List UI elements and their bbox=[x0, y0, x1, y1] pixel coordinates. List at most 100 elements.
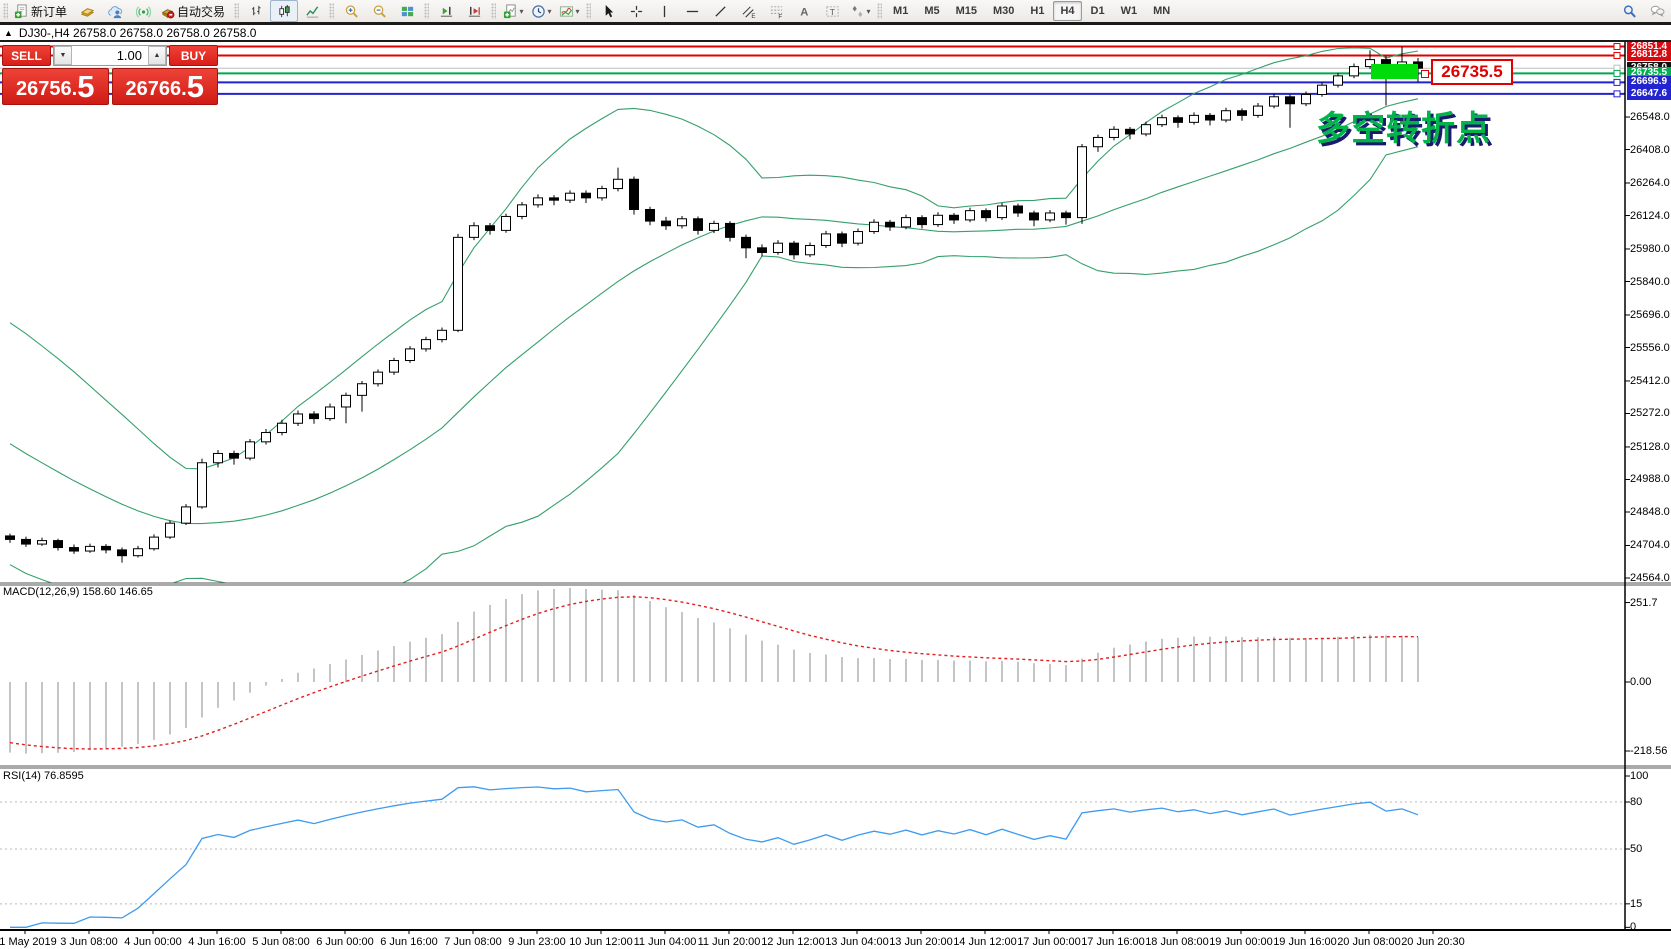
price-axis-label: 24848.0 bbox=[1630, 506, 1670, 518]
bollinger-lower-line[interactable] bbox=[9, 146, 1419, 605]
candle bbox=[709, 222, 719, 231]
dropdown-arrow-icon[interactable]: ▾ bbox=[519, 6, 524, 16]
candle bbox=[821, 233, 831, 246]
sell-price-panel[interactable]: 26756. 5 bbox=[2, 68, 109, 105]
price-axis-label: 26548.0 bbox=[1630, 111, 1670, 123]
timeframe-button-h1[interactable]: H1 bbox=[1030, 5, 1045, 17]
level-handle[interactable] bbox=[1613, 43, 1621, 51]
price-callout-handle[interactable] bbox=[1421, 70, 1429, 78]
candle bbox=[101, 545, 111, 551]
toolbar-button-vertical-line[interactable] bbox=[650, 0, 678, 22]
bollinger-upper-line[interactable] bbox=[9, 47, 1419, 470]
candle bbox=[21, 538, 31, 545]
timeframe-button-mn[interactable]: MN bbox=[1153, 5, 1171, 17]
candle bbox=[181, 506, 191, 524]
toolbar-button-zoom-in[interactable] bbox=[337, 0, 365, 22]
toolbar-button-new-chart[interactable]: ▾ bbox=[499, 0, 527, 22]
candle bbox=[1253, 105, 1263, 116]
dropdown-arrow-icon[interactable]: ▾ bbox=[575, 6, 580, 16]
toolbar-button-auto-scroll[interactable] bbox=[460, 0, 488, 22]
sell-button[interactable]: SELL bbox=[2, 45, 51, 66]
candle bbox=[1157, 117, 1167, 126]
toolbar-grip bbox=[329, 3, 335, 19]
timeframe-button-m5[interactable]: M5 bbox=[924, 5, 940, 17]
toolbar-button-candle-chart[interactable] bbox=[270, 0, 299, 22]
rsi-pane bbox=[10, 786, 1419, 928]
toolbar: 新订单 自动交易 ▾ ▾ ▾ E F A T ▾ M1 M5 M15 M30 H1 H4 D1 W1 MN bbox=[0, 0, 1671, 22]
time-axis-label: 13 Jun 20:00 bbox=[889, 936, 953, 948]
autotrading-icon bbox=[161, 8, 175, 18]
toolbar-button-arrows[interactable]: ▾ bbox=[846, 0, 874, 22]
timeframe-button-m30[interactable]: M30 bbox=[993, 5, 1015, 17]
timeframe-button-m15[interactable]: M15 bbox=[955, 5, 977, 17]
toolbar-button-cursor[interactable] bbox=[594, 0, 622, 22]
toolbar-button-text-label[interactable]: T bbox=[818, 0, 846, 22]
toolbar-button-line-chart[interactable] bbox=[298, 0, 326, 22]
buy-button[interactable]: BUY bbox=[169, 45, 218, 66]
toolbar-button-search[interactable] bbox=[1615, 0, 1643, 22]
highlight-box[interactable] bbox=[1371, 64, 1418, 79]
candle bbox=[133, 548, 143, 557]
time-axis-label: 31 May 2019 bbox=[0, 936, 57, 948]
time-axis-label: 19 Jun 00:00 bbox=[1209, 936, 1273, 948]
candle bbox=[1045, 212, 1055, 221]
toolbar-button-shift-chart-end[interactable] bbox=[432, 0, 460, 22]
toolbar-button-fibonacci[interactable]: F bbox=[762, 0, 790, 22]
toolbar-button-crosshair[interactable] bbox=[622, 0, 650, 22]
time-axis-label: 5 Jun 08:00 bbox=[252, 936, 310, 948]
volume-input[interactable] bbox=[72, 46, 148, 65]
volume-increase-button[interactable]: ▲ bbox=[148, 46, 166, 65]
dropdown-arrow-icon[interactable]: ▾ bbox=[547, 6, 552, 16]
time-axis-label: 11 Jun 04:00 bbox=[633, 936, 697, 948]
toolbar-button-profiles-clock[interactable]: ▾ bbox=[527, 0, 555, 22]
toolbar-button-trendline[interactable] bbox=[706, 0, 734, 22]
candle bbox=[277, 422, 287, 434]
price-axis-label: 25412.0 bbox=[1630, 374, 1670, 387]
toolbar-button-indicators[interactable]: ▾ bbox=[555, 0, 583, 22]
buy-price-panel[interactable]: 26766. 5 bbox=[111, 68, 218, 105]
toolbar-button-new-order[interactable]: 新订单 bbox=[11, 0, 73, 22]
toolbar-button-chat[interactable] bbox=[1643, 0, 1671, 22]
candle bbox=[837, 233, 847, 244]
timeframe-button-m1[interactable]: M1 bbox=[893, 5, 909, 17]
annotation-text[interactable]: 多空转折点 bbox=[1316, 110, 1491, 148]
candle bbox=[117, 549, 127, 557]
price-chart[interactable] bbox=[0, 42, 1671, 949]
level-handle[interactable] bbox=[1613, 78, 1621, 86]
toolbar-button-text[interactable]: A bbox=[790, 0, 818, 22]
level-handle[interactable] bbox=[1613, 51, 1621, 59]
timeframe-button-h4[interactable]: H4 bbox=[1053, 1, 1082, 21]
bottom-frame-line bbox=[0, 929, 1671, 931]
toolbar-button-bar-chart[interactable] bbox=[242, 0, 270, 22]
toolbar-button-autotrading[interactable]: 自动交易 bbox=[157, 0, 231, 22]
toolbar-button-tile-windows[interactable] bbox=[393, 0, 421, 22]
toolbar-button-equidistant-channel[interactable]: E bbox=[734, 0, 762, 22]
level-handle[interactable] bbox=[1613, 69, 1621, 77]
level-handle[interactable] bbox=[1613, 90, 1621, 98]
toolbar-button-market-book[interactable] bbox=[73, 0, 101, 22]
sell-price-frac: 5 bbox=[77, 69, 95, 104]
price-axis-label: 26124.0 bbox=[1630, 209, 1670, 222]
time-axis-label: 4 Jun 00:00 bbox=[124, 936, 182, 948]
price-tag-26812.8[interactable]: 26812.8 bbox=[1627, 49, 1671, 62]
candle bbox=[1173, 117, 1183, 123]
price-callout[interactable]: 26735.5 bbox=[1431, 59, 1513, 85]
volume-decrease-button[interactable]: ▼ bbox=[54, 46, 72, 65]
new-chart-icon bbox=[503, 3, 516, 18]
toolbar-button-signals[interactable] bbox=[129, 0, 157, 22]
arrows-icon bbox=[852, 5, 862, 17]
toolbar-button-horizontal-line[interactable] bbox=[678, 0, 706, 22]
fibonacci-icon: F bbox=[770, 5, 782, 19]
toolbar-button-zoom-out[interactable] bbox=[365, 0, 393, 22]
candle bbox=[565, 192, 575, 201]
chart-collapse-icon[interactable]: ▲ bbox=[4, 27, 13, 38]
price-tag-26696.9[interactable]: 26696.9 bbox=[1627, 76, 1671, 89]
timeframe-button-w1[interactable]: W1 bbox=[1120, 5, 1138, 17]
time-axis-label: 10 Jun 12:00 bbox=[569, 936, 633, 948]
candle bbox=[1189, 114, 1199, 123]
dropdown-arrow-icon[interactable]: ▾ bbox=[866, 6, 871, 16]
candle bbox=[613, 178, 623, 190]
toolbar-button-profile-cloud[interactable] bbox=[101, 0, 129, 22]
price-tag-26647.6[interactable]: 26647.6 bbox=[1627, 87, 1671, 100]
timeframe-button-d1[interactable]: D1 bbox=[1090, 5, 1105, 17]
